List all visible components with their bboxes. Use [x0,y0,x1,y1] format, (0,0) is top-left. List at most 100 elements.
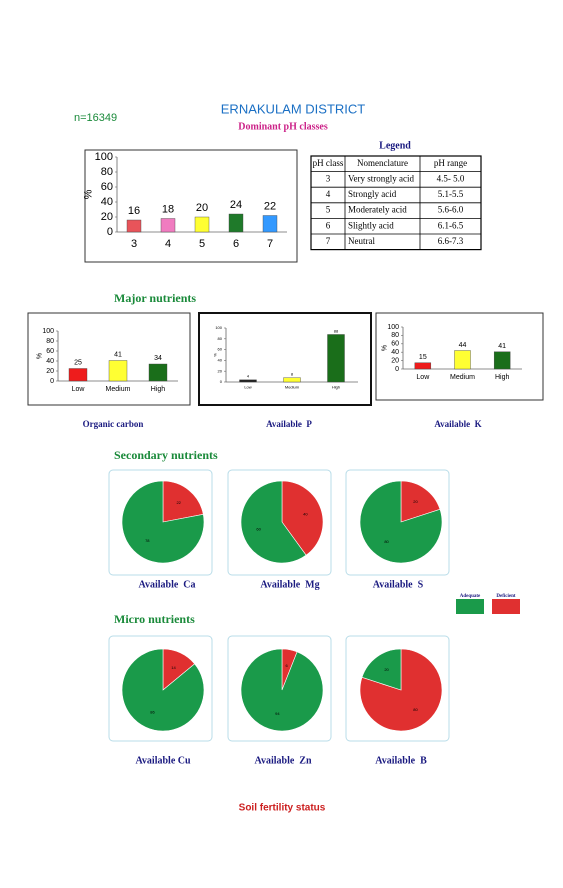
y-tick-label: 40 [218,357,223,362]
slice-label: 20 [413,499,418,504]
table-cell: 4 [326,189,331,199]
slice-label: 86 [150,709,155,714]
y-tick-label: 60 [218,347,223,352]
bar [262,215,278,233]
x-tick-label: Medium [450,374,475,381]
section-heading: Micro nutrients [114,612,195,626]
y-tick-label: 40 [101,196,113,208]
section-heading: Secondary nutrients [114,448,218,462]
legend-label: Adequate [460,594,481,599]
chart-caption: Available K [434,419,481,429]
pie-slice [359,480,443,564]
bar [148,363,168,382]
value-label: 24 [230,199,242,211]
x-tick-label: Low [72,386,86,393]
slice-label: 20 [384,667,389,672]
title: ERNAKULAM DISTRICT [221,101,366,116]
bar [228,213,244,233]
x-tick-label: 5 [199,238,205,250]
table-cell: Slightly acid [348,220,394,230]
legend-swatch [492,599,520,614]
chart-frame [198,312,372,406]
bar [327,334,345,383]
table-cell: 3 [326,173,331,183]
y-axis-label: % [382,345,389,351]
slice-label: 14 [171,665,176,670]
x-tick-label: 7 [267,238,273,250]
table-cell: Strongly acid [348,189,397,199]
table-cell: 5 [326,205,331,215]
pie-slice [281,480,324,556]
table-cell: 5.1-5.5 [438,189,464,199]
chart-caption: Available Mg [260,579,319,590]
value-label: 20 [196,202,208,214]
table-cell: 5.6-6.0 [438,205,464,215]
x-tick-label: 3 [131,238,137,250]
value-label: 22 [264,201,276,213]
slice-label: 6 [285,663,288,668]
table-header: pH range [434,158,467,168]
bar [160,218,176,233]
bar [283,377,301,383]
y-axis-label: % [37,353,44,359]
chart-caption: Available B [375,755,427,766]
value-label: 44 [459,342,467,349]
x-tick-label: High [332,385,340,390]
slice-label: 80 [413,707,418,712]
table-cell: Very strongly acid [348,173,414,183]
table-header: pH class [313,158,344,168]
y-tick-label: 40 [46,358,54,365]
y-tick-label: 80 [218,336,223,341]
table-cell: Moderately acid [348,205,407,215]
pie-slice [121,480,205,564]
table-cell: 7 [326,236,331,246]
y-tick-label: 40 [391,349,399,356]
chart-caption: Available P [266,419,312,429]
value-label: 16 [128,205,140,217]
value-label: 15 [419,354,427,361]
x-tick-label: Medium [106,386,131,393]
bar [126,219,142,233]
y-tick-label: 0 [107,226,113,238]
value-label: 34 [154,355,162,362]
y-tick-label: 60 [391,341,399,348]
slice-label: 94 [275,711,280,716]
y-tick-label: 80 [391,332,399,339]
chart-caption: Organic carbon [83,419,144,429]
table-cell: 4.5- 5.0 [437,173,465,183]
value-label: 88 [334,328,339,333]
bar [454,350,471,370]
x-tick-label: Medium [285,385,300,390]
value-label: 25 [74,360,82,367]
slice-label: 60 [256,527,261,532]
slice-label: 40 [303,511,308,516]
pie-slice [240,648,324,732]
bar [239,379,257,383]
pie-slice [361,648,402,691]
y-tick-label: 80 [101,166,113,178]
bar [414,362,432,370]
slice-label: 78 [145,538,150,543]
y-tick-label: 100 [42,328,54,335]
chart-frame [84,149,298,263]
pie-slice [400,480,441,523]
bar [68,368,88,382]
sample-size: n=16349 [74,112,117,124]
y-tick-label: 80 [46,338,54,345]
table-cell: 6.6-7.3 [438,236,464,246]
chart-caption: Available Zn [254,755,311,766]
value-label: 4 [247,374,250,379]
legend-swatch [456,599,484,614]
value-label: 41 [498,343,506,350]
y-tick-label: 100 [95,151,113,163]
x-tick-label: 6 [233,238,239,250]
table-cell: 6 [326,220,331,230]
table-header: Nomenclature [357,158,408,168]
chart-frame [27,312,191,406]
value-label: 18 [162,204,174,216]
footer: Soil fertility status [239,803,326,814]
y-axis-label: % [213,353,218,357]
legend-title: Legend [379,140,411,151]
chart-caption: Available Ca [138,579,195,590]
